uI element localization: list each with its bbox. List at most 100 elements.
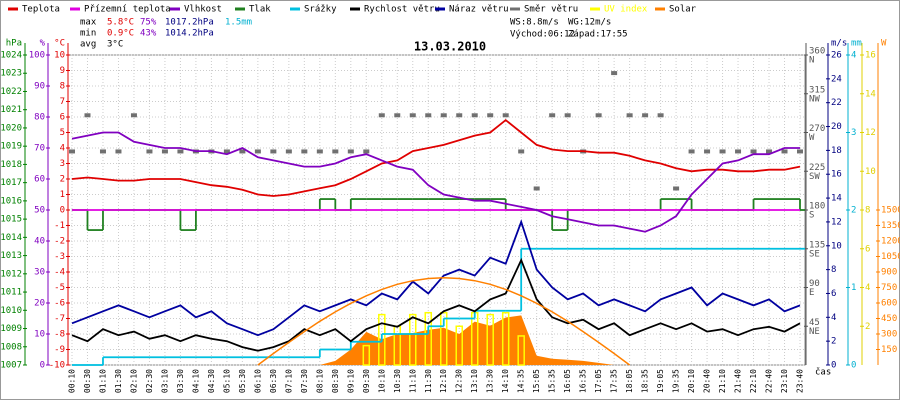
y-tick-label: 10 — [831, 241, 842, 251]
x-tick-label: 23:10 — [780, 369, 789, 393]
y-tick-label: 0 — [831, 361, 836, 371]
x-tick-label: 17:35 — [610, 369, 619, 393]
sun-stat: Západ:17:55 — [568, 30, 628, 40]
y-tick-label: 180 — [809, 202, 825, 212]
y-tick-label: 750 — [881, 283, 897, 293]
point — [69, 149, 75, 154]
legend-label: Teplota — [22, 5, 60, 15]
y-tick-label: 50 — [34, 206, 45, 216]
y-tick-label: -4 — [54, 268, 65, 278]
legend-label: Srážky — [304, 5, 337, 15]
point — [161, 149, 168, 154]
stat-value: 3°C — [107, 40, 123, 50]
x-tick-label: 19:05 — [656, 369, 665, 393]
axis-unit: hPa — [6, 39, 22, 49]
point — [797, 149, 803, 154]
x-tick-label: 05:10 — [222, 369, 231, 393]
x-tick-label: 22:40 — [765, 369, 774, 393]
x-tick-label: 16:05 — [563, 369, 572, 393]
x-tick-label: 18:05 — [625, 369, 634, 393]
point — [332, 149, 339, 154]
y-tick-label: 1013 — [0, 251, 22, 261]
y-tick-label: 1024 — [0, 51, 22, 61]
y-tick-label: 4 — [831, 313, 836, 323]
y-tick-label: 1011 — [0, 288, 22, 298]
point — [704, 149, 711, 154]
x-tick-label: 10:10 — [377, 369, 386, 393]
x-tick-label: 01:30 — [114, 369, 123, 393]
legend-label: Náraz větru — [449, 5, 509, 15]
x-tick-label: 20:40 — [703, 369, 712, 393]
point — [518, 149, 525, 154]
point — [84, 113, 91, 118]
x-tick-label: 13:30 — [486, 369, 495, 393]
y-tick-label: 14 — [831, 194, 842, 204]
point — [99, 149, 106, 154]
bar — [362, 344, 371, 366]
y-tick-label: 1500 — [881, 206, 900, 216]
x-tick-label: 09:30 — [362, 369, 371, 393]
y-tick-label: 1016 — [0, 196, 22, 206]
x-tick-label: 04:10 — [191, 369, 200, 393]
x-tick-label: 02:10 — [129, 369, 138, 393]
bar — [517, 335, 525, 366]
y-tick-label: 0 — [60, 206, 65, 216]
x-tick-label: 05:30 — [238, 369, 247, 393]
y-tick-label: -7 — [54, 314, 65, 324]
point — [270, 149, 277, 154]
y-tick-label: 30 — [34, 268, 45, 278]
x-tick-label: 15:05 — [532, 369, 541, 393]
line — [71, 118, 801, 197]
point — [394, 113, 401, 118]
point — [611, 71, 618, 76]
y-tick-label: 1015 — [0, 215, 22, 225]
y-tick-label: 1018 — [0, 160, 22, 170]
y-tick-label: 8 — [60, 82, 65, 92]
axis-unit: °C — [54, 39, 65, 49]
point — [549, 113, 556, 118]
y-tick-label: 1050 — [881, 252, 900, 262]
y-tick-label: 22 — [831, 98, 842, 108]
x-tick-label: 16:35 — [579, 369, 588, 393]
y-tick-label: 360 — [809, 47, 825, 57]
y-tick-label: 80 — [34, 113, 45, 123]
y-tick-label: 12 — [865, 128, 876, 138]
x-tick-label: 14:10 — [501, 369, 510, 393]
x-tick-label: 14:35 — [517, 369, 526, 393]
y-tick-label: 4 — [865, 283, 870, 293]
wind-stat: WG:12m/s — [568, 18, 611, 28]
y-tick-label: 18 — [831, 146, 842, 156]
y-tick-label: 1020 — [0, 123, 22, 133]
point — [735, 149, 742, 154]
y-tick-label: 600 — [881, 299, 897, 309]
legend-label: Vlhkost — [184, 5, 222, 15]
y-tick-label: 3 — [851, 128, 856, 138]
bar — [455, 325, 463, 366]
y-tick-label: 14 — [865, 89, 876, 99]
y-tick-label: 20 — [831, 122, 842, 132]
y-tick-label: 6 — [831, 289, 836, 299]
point — [502, 113, 509, 118]
y-tick-label: 2 — [851, 206, 856, 216]
x-tick-label: 22:10 — [749, 369, 758, 393]
y-tick-label: -9 — [54, 345, 65, 355]
wind-stat: WS:8.8m/s — [510, 18, 559, 28]
bar — [378, 313, 386, 366]
x-tick-label: 00:30 — [83, 369, 92, 393]
point — [440, 113, 447, 118]
compass-label: S — [809, 211, 814, 221]
y-tick-label: 40 — [34, 237, 45, 247]
legend-label: Tlak — [249, 5, 271, 15]
point — [177, 149, 184, 154]
point — [425, 113, 432, 118]
x-tick-label: 07:10 — [284, 369, 293, 393]
stat-value: 43% — [140, 29, 157, 39]
y-tick-label: 7 — [60, 97, 65, 107]
point — [347, 149, 354, 154]
y-tick-label: -3 — [54, 252, 65, 262]
chart-title: 13.03.2010 — [414, 40, 486, 54]
y-tick-label: 12 — [831, 217, 842, 227]
stat-value: 5.8°C — [107, 18, 134, 28]
bar — [501, 311, 510, 366]
